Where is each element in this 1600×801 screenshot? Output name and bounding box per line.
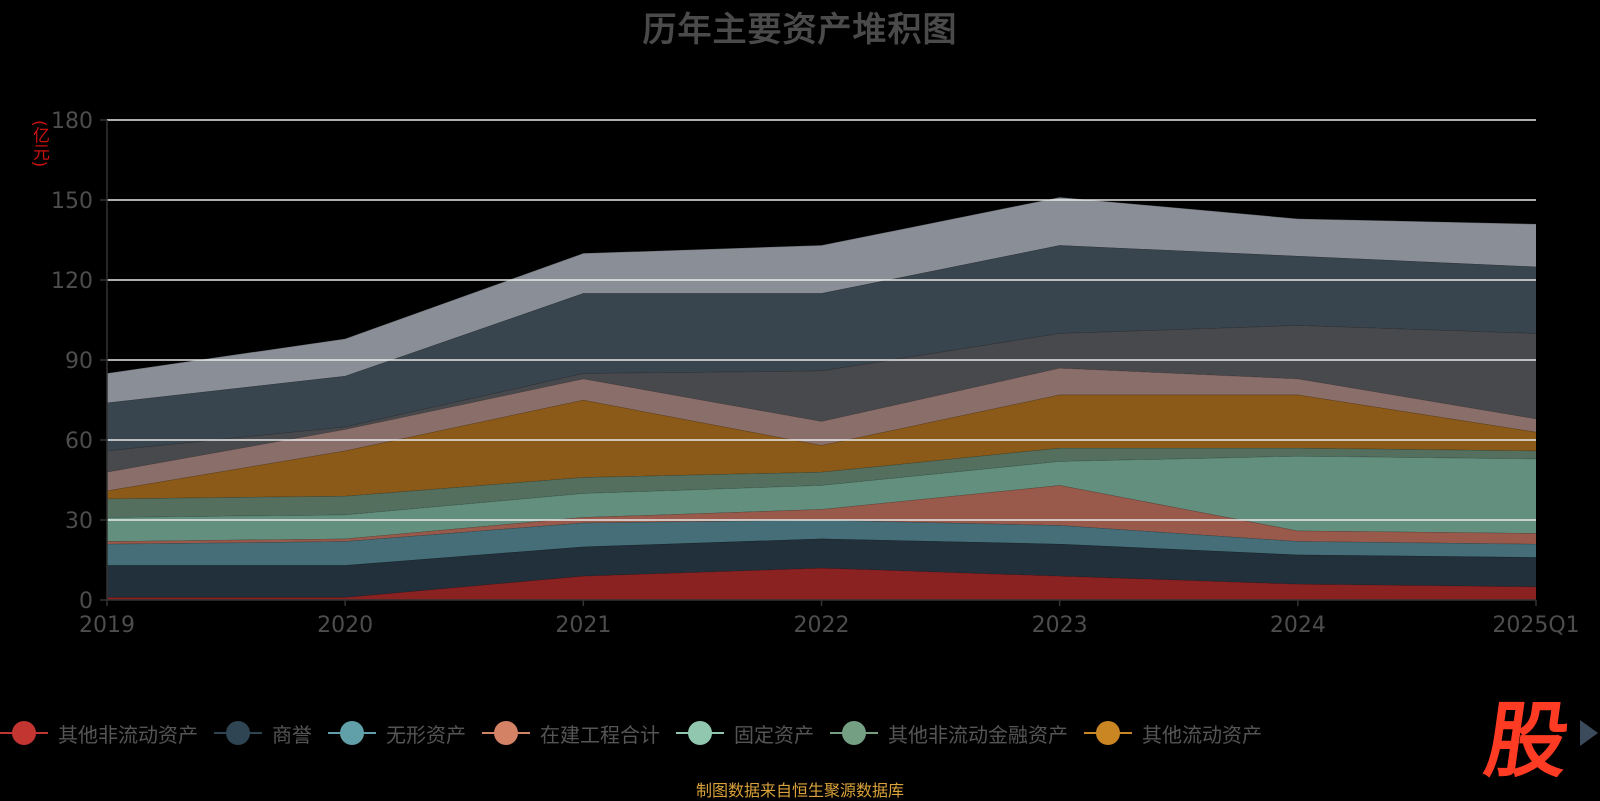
legend-item-2[interactable]: 无形资产 (328, 719, 466, 748)
axes: 0 30 60 90 120 150 180 2019 2020 2021 2022 2023 2024… (51, 109, 1580, 638)
legend-item-5[interactable]: 其他非流动金融资产 (830, 719, 1068, 748)
area-series-10 (107, 197, 1536, 403)
y-axis-unit-label: (亿元) (29, 120, 49, 168)
legend-item-4[interactable]: 固定资产 (676, 719, 814, 748)
y-tick-label-3: 90 (65, 349, 93, 374)
legend-label: 无形资产 (386, 722, 466, 747)
logo-mark: 股 (1479, 693, 1575, 789)
legend-item-1[interactable]: 商誉 (214, 719, 312, 748)
y-tick-label-6: 180 (51, 109, 93, 134)
y-tick-label-5: 150 (51, 189, 93, 214)
area-series-2 (107, 520, 1536, 566)
x-tick-label-5: 2024 (1270, 613, 1326, 638)
legend-item-3[interactable]: 在建工程合计 (482, 719, 660, 748)
legend-label: 其他流动资产 (1142, 722, 1262, 747)
x-tick-label-3: 2022 (794, 613, 850, 638)
legend-marker-icon (0, 721, 48, 745)
legend-marker-icon (1084, 721, 1132, 745)
grid-lines (107, 119, 1536, 521)
y-tick-label-2: 60 (65, 429, 93, 454)
legend-next-page-icon[interactable] (1580, 720, 1598, 746)
legend-label: 其他非流动金融资产 (888, 722, 1068, 747)
area-series-0 (107, 568, 1536, 600)
x-tick-label-4: 2023 (1032, 613, 1088, 638)
legend-marker-icon (676, 721, 724, 745)
legend-label: 固定资产 (734, 722, 814, 747)
area-series-5 (107, 448, 1536, 518)
chart-title: 历年主要资产堆积图 (642, 10, 958, 50)
area-series-3 (107, 485, 1536, 544)
area-series-9 (107, 245, 1536, 451)
area-series-6 (107, 394, 1536, 499)
legend-item-0[interactable]: 其他非流动资产 (0, 719, 198, 748)
legend-label: 商誉 (272, 722, 312, 747)
legend-label: 在建工程合计 (540, 722, 660, 747)
area-series-7 (107, 368, 1536, 491)
legend-marker-icon (830, 721, 878, 745)
legend-label: 其他非流动资产 (58, 722, 198, 747)
area-series-edge-10 (106, 196, 1537, 374)
chart-legend: 其他非流动资产 商誉 无形资产 在建工程合计 固定资产 其他非流动金融资产 其他流动资产 (0, 718, 1480, 748)
legend-marker-icon (482, 721, 530, 745)
x-tick-label-2: 2021 (555, 613, 611, 638)
area-layers (106, 196, 1537, 600)
x-tick-label-1: 2020 (317, 613, 373, 638)
legend-item-6[interactable]: 其他流动资产 (1084, 719, 1262, 748)
area-series-1 (107, 538, 1536, 598)
y-tick-label-0: 0 (79, 589, 93, 614)
x-tick-label-6: 2025Q1 (1492, 613, 1579, 638)
data-source-footer: 制图数据来自恒生聚源数据库 (695, 781, 904, 800)
legend-marker-icon (214, 721, 262, 745)
area-series-8 (107, 325, 1536, 472)
legend-marker-icon (328, 721, 376, 745)
x-tick-label-0: 2019 (79, 613, 135, 638)
y-tick-label-1: 30 (65, 509, 93, 534)
y-tick-label-4: 120 (51, 269, 93, 294)
